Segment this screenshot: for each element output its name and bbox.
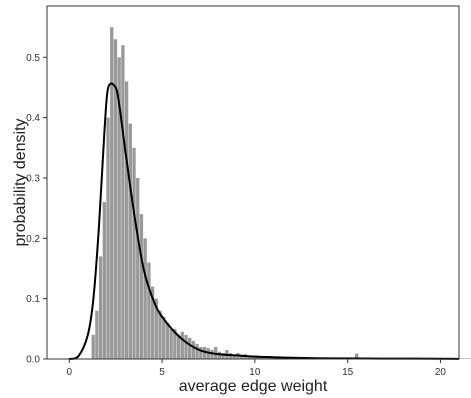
histogram-bar [117,57,121,359]
histogram-bar [150,286,155,359]
histogram-bar [113,39,118,359]
histogram-bar [240,355,244,359]
histogram-bar [110,27,114,360]
histogram-bar [221,352,225,359]
x-tick-label: 15 [342,367,354,378]
y-tick-label: 0.4 [26,113,40,124]
x-tick-label: 20 [435,367,447,378]
x-axis-ticks: 0 5 10 15 20 [66,359,446,378]
histogram-bar [102,202,106,359]
histogram-bar [158,310,162,359]
histogram-bar [106,117,110,359]
y-tick-label: 0.3 [26,173,40,184]
histogram-bar [165,322,170,359]
y-axis-label: probability density [12,118,29,246]
y-tick-label: 0.2 [26,234,40,245]
kde-line [68,82,460,360]
histogram-bar [210,349,214,359]
histogram-bar [180,331,184,359]
histogram-bar [202,346,207,359]
histogram-bar [132,147,136,359]
x-tick-label: 0 [66,367,72,378]
histogram-bar [169,328,173,359]
plot-frame [46,5,460,360]
histogram-bar [121,45,125,359]
histogram-bars [91,27,471,360]
histogram-bar [195,343,199,359]
histogram-bar [143,238,147,359]
y-axis-ticks: 0.0 0.1 0.2 0.3 0.4 0.5 [26,53,47,366]
histogram-bar [462,358,467,359]
histogram-bar [154,298,158,359]
histogram-bar [188,337,192,359]
histogram-bar [139,214,144,359]
histogram-bar [147,262,151,359]
histogram-bar [459,358,463,359]
y-tick-label: 0.0 [26,355,40,366]
histogram-bar [265,357,270,359]
histogram-bar [98,256,103,359]
y-tick-label: 0.1 [26,294,40,305]
histogram-bar [91,334,95,359]
histogram-bar [162,316,166,359]
y-tick-label: 0.5 [26,53,40,64]
histogram-bar [184,334,188,359]
x-tick-label: 5 [159,367,165,378]
histogram-bar [232,354,236,359]
histogram-bar [199,346,203,359]
x-tick-label: 10 [249,367,261,378]
histogram-bar [173,328,177,359]
histogram-bar [128,123,132,359]
histogram-bar [124,81,129,360]
histogram-bar [466,358,470,359]
histogram-bar [355,353,359,359]
histogram-bar [95,310,99,359]
histogram-bar [251,355,255,359]
histogram-bar [136,177,140,359]
histogram-bar [176,334,181,359]
x-axis-label: average edge weight [179,378,328,395]
histogram-bar [191,340,196,359]
